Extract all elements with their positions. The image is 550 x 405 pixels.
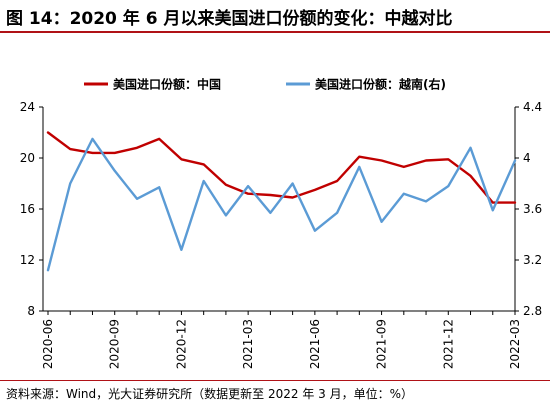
right-tick-label: 2.8	[523, 304, 542, 318]
series-lines	[46, 131, 517, 272]
x-tick-label: 2021-03	[241, 319, 255, 369]
right-tick-label: 4.4	[523, 100, 542, 114]
figure-title: 图 14：2020 年 6 月以来美国进口份额的变化：中越对比	[6, 9, 453, 29]
legend-label-vietnam: 美国进口份额：越南(右)	[315, 77, 446, 92]
x-tick-label: 2022-03	[508, 319, 522, 369]
line-chart: 美国进口份额：中国 美国进口份额：越南(右) 8 12 16 20 24 2.8 3.2 3.…	[20, 77, 542, 370]
x-tick-label: 2020-09	[108, 319, 122, 369]
legend-label-china: 美国进口份额：中国	[113, 77, 221, 92]
left-tick-label: 8	[27, 304, 35, 318]
left-tick-label: 12	[20, 253, 35, 267]
right-tick-label: 4	[523, 151, 531, 165]
title-rule	[0, 31, 550, 33]
x-tick-label: 2020-06	[41, 319, 55, 369]
x-tick-label: 2021-06	[308, 319, 322, 369]
x-tick-label: 2021-09	[375, 319, 389, 369]
right-tick-label: 3.2	[523, 253, 542, 267]
right-tick-label: 3.6	[523, 202, 542, 216]
tick-labels: 8 12 16 20 24 2.8 3.2 3.6 4 4.4 2020-06 2020-09 2020…	[20, 100, 542, 369]
axes	[39, 106, 519, 315]
legend: 美国进口份额：中国 美国进口份额：越南(右)	[84, 77, 446, 92]
left-tick-label: 24	[20, 100, 35, 114]
x-tick-label: 2021-12	[441, 319, 455, 369]
source-rule	[0, 380, 550, 381]
series-line-vietnam	[46, 137, 517, 272]
series-line-china	[46, 131, 517, 204]
source-note: 资料来源：Wind，光大证券研究所（数据更新至 2022 年 3 月，单位：%）	[6, 387, 413, 401]
left-tick-label: 20	[20, 151, 35, 165]
x-tick-label: 2020-12	[174, 319, 188, 369]
left-tick-label: 16	[20, 202, 35, 216]
